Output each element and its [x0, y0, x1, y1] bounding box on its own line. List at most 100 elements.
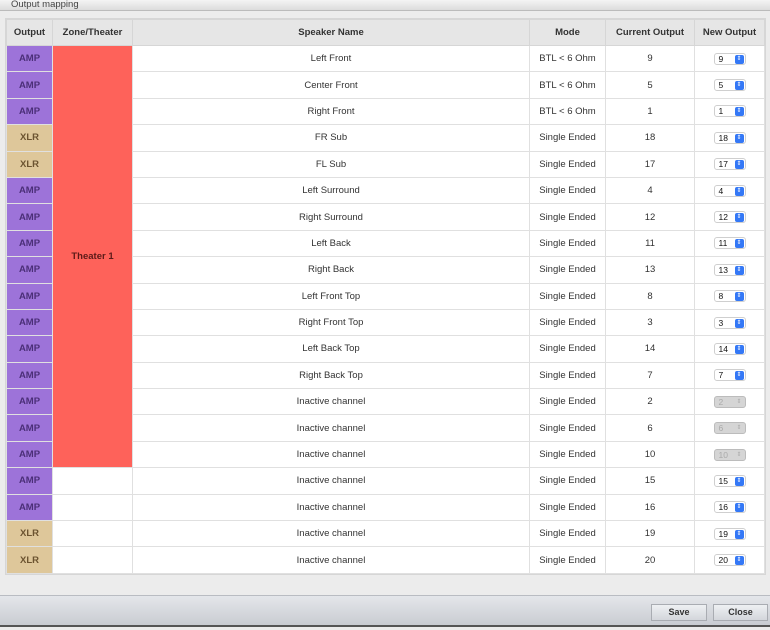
zone-cell-empty: [52, 520, 133, 548]
new-output-cell: 18 ⇕: [694, 124, 765, 152]
current-output-cell: 10: [605, 440, 695, 469]
select-value: 7: [718, 370, 724, 381]
speaker-name-cell: Left Front: [132, 44, 530, 73]
new-output-cell: 3 ⇕: [694, 308, 765, 337]
speaker-name-cell: Center Front: [132, 71, 530, 99]
output-type-cell: AMP: [6, 229, 53, 258]
header-zone: Zone/Theater: [52, 19, 133, 46]
output-type-cell: AMP: [6, 361, 53, 390]
new-output-select: 10 ⇕: [713, 448, 746, 461]
select-value: 16: [718, 502, 728, 513]
dialog-footer: Save Close: [0, 595, 770, 627]
table-row: AMP Inactive channel Single Ended 15 15 ⇕: [6, 467, 765, 495]
new-output-cell: 17 ⇕: [694, 150, 765, 178]
mode-cell: Single Ended: [529, 388, 606, 416]
current-output-cell: 7: [605, 361, 695, 390]
speaker-name-cell: Inactive channel: [132, 520, 530, 548]
new-output-cell: 13 ⇕: [694, 256, 765, 284]
stepper-arrows-icon: ⇕: [734, 556, 744, 566]
select-value: 15: [718, 475, 728, 486]
output-type-cell: AMP: [6, 176, 53, 205]
speaker-name-cell: Left Back: [132, 229, 530, 258]
select-value: 8: [718, 291, 724, 302]
select-value: 19: [718, 528, 728, 539]
table-row: AMP Right Front BTL < 6 Ohm 1 1 ⇕: [6, 97, 765, 126]
new-output-select[interactable]: 3 ⇕: [713, 316, 746, 329]
mode-cell: Single Ended: [529, 203, 606, 231]
table-row: XLR FR Sub Single Ended 18 18 ⇕: [6, 124, 765, 152]
table-row: AMP Right Back Single Ended 13 13 ⇕: [6, 256, 765, 284]
select-value: 17: [718, 159, 728, 170]
new-output-cell: 16 ⇕: [694, 493, 765, 522]
stepper-arrows-icon: ⇕: [734, 239, 744, 249]
new-output-select[interactable]: 15 ⇕: [713, 474, 746, 487]
table-row: AMP Right Surround Single Ended 12 12 ⇕: [6, 203, 765, 231]
output-type-cell: XLR: [6, 124, 53, 152]
output-type-cell: AMP: [6, 71, 53, 99]
speaker-name-cell: Right Back: [132, 256, 530, 284]
mode-cell: BTL < 6 Ohm: [529, 71, 606, 99]
new-output-select[interactable]: 18 ⇕: [713, 131, 746, 144]
new-output-select[interactable]: 9 ⇕: [713, 52, 746, 65]
mode-cell: Single Ended: [529, 150, 606, 178]
new-output-cell: 20 ⇕: [694, 546, 765, 574]
new-output-select[interactable]: 16 ⇕: [713, 501, 746, 514]
mode-cell: Single Ended: [529, 282, 606, 310]
new-output-cell: 5 ⇕: [694, 71, 765, 99]
header-current-output: Current Output: [605, 19, 695, 46]
current-output-cell: 18: [605, 124, 695, 152]
stepper-arrows-icon: ⇕: [734, 81, 744, 91]
current-output-cell: 11: [605, 229, 695, 258]
new-output-cell: 4 ⇕: [694, 176, 765, 205]
new-output-cell: 8 ⇕: [694, 282, 765, 310]
output-type-cell: AMP: [6, 308, 53, 337]
output-type-cell: XLR: [6, 150, 53, 178]
current-output-cell: 5: [605, 71, 695, 99]
current-output-cell: 3: [605, 308, 695, 337]
select-value: 12: [718, 212, 728, 223]
new-output-select[interactable]: 12 ⇕: [713, 211, 746, 224]
new-output-select[interactable]: 8 ⇕: [713, 290, 746, 303]
current-output-cell: 20: [605, 546, 695, 574]
mode-cell: Single Ended: [529, 520, 606, 548]
new-output-select[interactable]: 14 ⇕: [713, 342, 746, 355]
mode-cell: BTL < 6 Ohm: [529, 44, 606, 73]
new-output-select[interactable]: 17 ⇕: [713, 158, 746, 171]
speaker-name-cell: Right Back Top: [132, 361, 530, 390]
stepper-arrows-icon: ⇕: [734, 292, 744, 302]
select-value: 5: [718, 80, 724, 91]
new-output-select[interactable]: 20 ⇕: [713, 554, 746, 567]
stepper-arrows-icon: ⇕: [736, 425, 742, 432]
mode-cell: Single Ended: [529, 467, 606, 495]
stepper-arrows-icon: ⇕: [734, 54, 744, 64]
select-value: 2: [718, 396, 724, 407]
speaker-name-cell: Left Front Top: [132, 282, 530, 310]
save-button[interactable]: Save: [651, 604, 707, 621]
table-row: AMP Inactive channel Single Ended 16 16 ⇕: [6, 493, 765, 522]
new-output-cell: 10 ⇕: [694, 440, 765, 469]
output-type-cell: AMP: [6, 256, 53, 284]
stepper-arrows-icon: ⇕: [734, 133, 744, 143]
select-value: 10: [718, 449, 728, 460]
new-output-select[interactable]: 7 ⇕: [713, 369, 746, 382]
new-output-select[interactable]: 19 ⇕: [713, 527, 746, 540]
select-value: 3: [718, 317, 724, 328]
new-output-select[interactable]: 11 ⇕: [713, 237, 746, 250]
new-output-select[interactable]: 1 ⇕: [713, 105, 746, 118]
table-row: AMP Left Back Top Single Ended 14 14 ⇕: [6, 335, 765, 363]
output-type-cell: AMP: [6, 467, 53, 495]
new-output-select[interactable]: 13 ⇕: [713, 263, 746, 276]
zone-cell-empty: [52, 493, 133, 522]
new-output-cell: 6 ⇕: [694, 414, 765, 442]
close-button[interactable]: Close: [713, 604, 768, 621]
new-output-select[interactable]: 4 ⇕: [713, 184, 746, 197]
new-output-select: 2 ⇕: [713, 395, 746, 408]
stepper-arrows-icon: ⇕: [736, 398, 742, 405]
output-type-cell: AMP: [6, 203, 53, 231]
table-row: AMP Right Front Top Single Ended 3 3 ⇕: [6, 308, 765, 337]
new-output-select[interactable]: 5 ⇕: [713, 79, 746, 92]
current-output-cell: 2: [605, 388, 695, 416]
stepper-arrows-icon: ⇕: [736, 451, 742, 458]
current-output-cell: 12: [605, 203, 695, 231]
window-titlebar: Output mapping: [0, 0, 770, 11]
